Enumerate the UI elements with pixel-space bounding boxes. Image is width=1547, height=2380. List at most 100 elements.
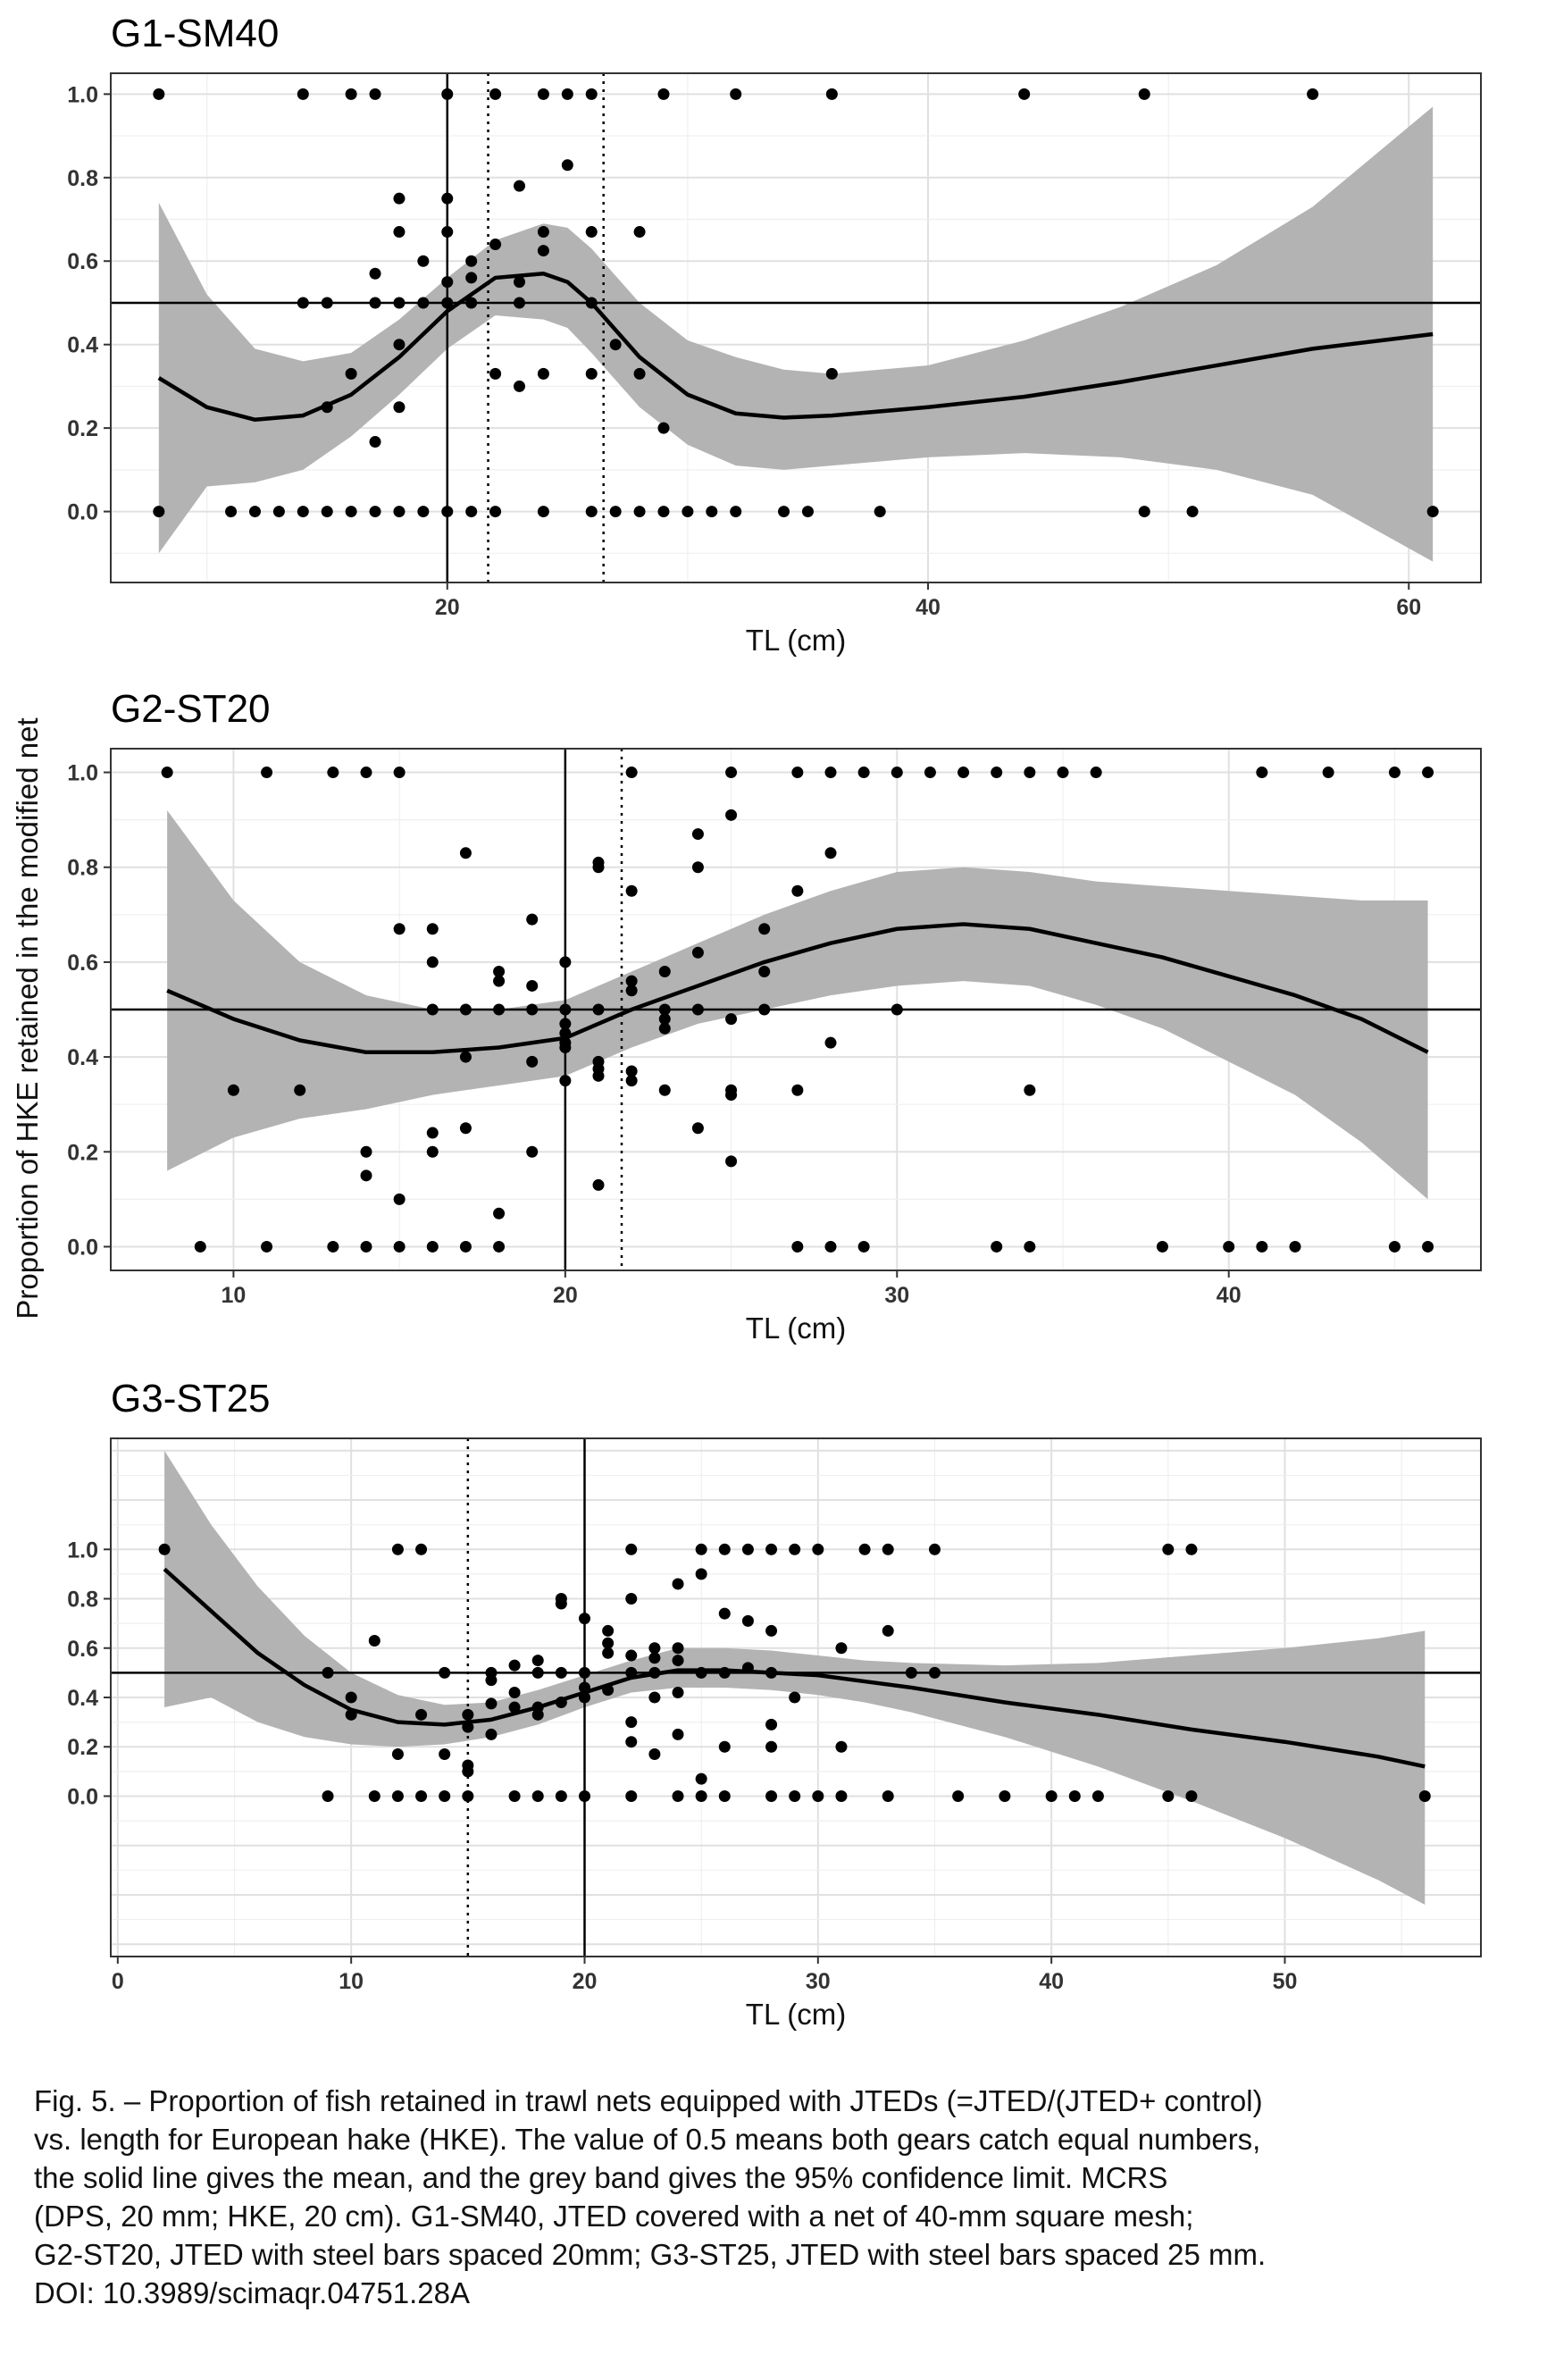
figure-svg: Proportion of HKE retained in the modifi… — [11, 12, 1482, 2031]
data-point — [991, 1240, 1003, 1253]
data-point — [158, 1543, 171, 1555]
data-point — [345, 367, 357, 380]
data-point — [393, 767, 406, 779]
data-point — [585, 88, 598, 100]
data-point — [609, 339, 622, 351]
data-point — [1322, 767, 1334, 779]
caption-line: G2-ST20, JTED with steel bars spaced 20m… — [34, 2238, 1267, 2271]
data-point — [391, 1543, 404, 1555]
x-tick-label: 40 — [1217, 1283, 1242, 1308]
data-point — [248, 506, 261, 518]
data-point — [489, 506, 502, 518]
data-point — [658, 1022, 671, 1035]
data-point — [835, 1789, 848, 1802]
data-point — [824, 1240, 837, 1253]
data-point — [327, 1240, 339, 1253]
data-point — [227, 1084, 239, 1096]
data-point — [592, 861, 605, 874]
data-point — [725, 1155, 738, 1168]
data-point — [360, 1240, 372, 1253]
data-point — [1185, 1789, 1198, 1802]
data-point — [508, 1789, 521, 1802]
data-point — [393, 401, 406, 414]
data-point — [360, 767, 372, 779]
data-point — [765, 1543, 778, 1555]
data-point — [417, 255, 430, 267]
y-tick-label: 0.2 — [67, 416, 98, 441]
data-point — [465, 506, 478, 518]
data-point — [194, 1240, 206, 1253]
data-point — [1138, 88, 1150, 100]
data-point — [459, 1122, 472, 1135]
data-point — [730, 506, 742, 518]
data-point — [1426, 506, 1439, 518]
data-point — [415, 1543, 428, 1555]
data-point — [441, 297, 454, 309]
y-tick-label: 0.8 — [67, 166, 98, 191]
x-tick-label: 0 — [112, 1969, 124, 1994]
data-point — [439, 1789, 451, 1802]
data-point — [725, 767, 738, 779]
data-point — [857, 767, 870, 779]
y-tick-label: 0.8 — [67, 1588, 98, 1613]
data-point — [718, 1789, 731, 1802]
data-point — [161, 767, 173, 779]
data-point — [633, 367, 646, 380]
data-point — [514, 297, 526, 309]
data-point — [417, 297, 430, 309]
data-point — [465, 255, 478, 267]
data-point — [1156, 1240, 1168, 1253]
data-point — [658, 1013, 671, 1026]
panel-title: G2-ST20 — [111, 687, 271, 731]
data-point — [439, 1666, 451, 1679]
data-point — [537, 367, 549, 380]
y-tick-label: 1.0 — [67, 761, 98, 786]
data-point — [526, 1003, 539, 1016]
data-point — [322, 1789, 334, 1802]
x-tick-label: 20 — [435, 595, 460, 620]
data-point — [493, 966, 506, 978]
data-point — [602, 1647, 615, 1659]
data-point — [695, 1543, 707, 1555]
data-point — [1162, 1789, 1175, 1802]
data-point — [531, 1655, 544, 1667]
data-point — [625, 975, 638, 987]
data-point — [625, 884, 638, 897]
data-point — [426, 1240, 439, 1253]
y-tick-label: 1.0 — [67, 1538, 98, 1563]
data-point — [789, 1543, 801, 1555]
data-point — [462, 1789, 474, 1802]
data-point — [441, 88, 454, 100]
data-point — [555, 1597, 567, 1610]
data-point — [559, 1041, 572, 1053]
data-point — [578, 1666, 590, 1679]
data-point — [991, 767, 1003, 779]
data-point — [625, 1789, 638, 1802]
data-point — [858, 1543, 871, 1555]
data-point — [393, 192, 406, 205]
data-point — [369, 88, 381, 100]
data-point — [508, 1701, 521, 1714]
data-point — [441, 192, 454, 205]
data-point — [765, 1718, 778, 1731]
data-point — [625, 1065, 638, 1077]
data-point — [561, 88, 573, 100]
data-point — [648, 1652, 661, 1664]
data-point — [459, 847, 472, 859]
data-point — [1024, 1084, 1036, 1096]
data-point — [526, 913, 539, 926]
figure-caption: Fig. 5. – Proportion of fish retained in… — [34, 2082, 1517, 2312]
data-point — [672, 1728, 684, 1740]
x-tick-label: 20 — [553, 1283, 578, 1308]
x-axis-title: TL (cm) — [746, 1998, 846, 2031]
data-point — [825, 367, 838, 380]
caption-line: the solid line gives the mean, and the g… — [34, 2161, 1168, 2194]
data-point — [905, 1666, 917, 1679]
data-point — [682, 506, 694, 518]
data-point — [824, 1036, 837, 1049]
data-point — [1024, 1240, 1036, 1253]
data-point — [531, 1708, 544, 1721]
data-point — [321, 506, 333, 518]
data-point — [415, 1789, 428, 1802]
